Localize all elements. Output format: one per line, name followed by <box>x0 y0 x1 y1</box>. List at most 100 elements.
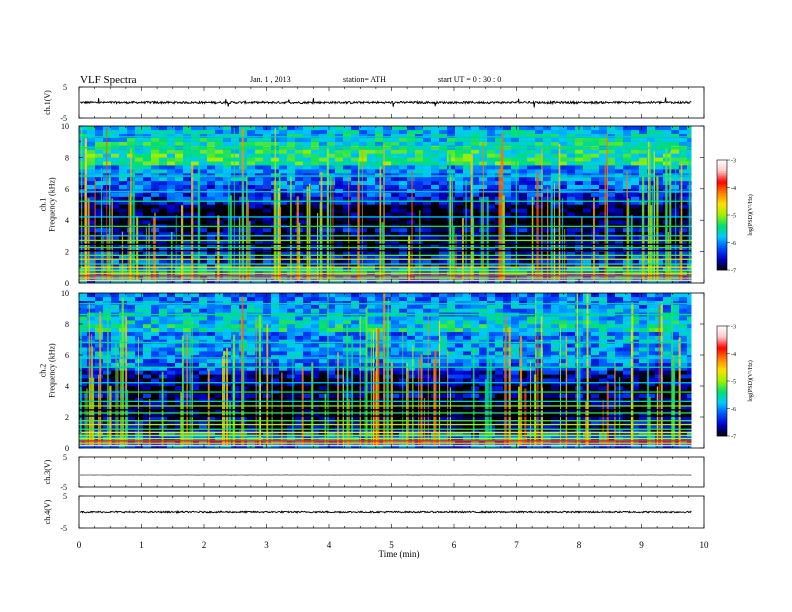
spectrogram-cell <box>575 267 583 272</box>
spectrogram-cell <box>255 228 263 233</box>
spectrogram-cell <box>599 267 607 272</box>
spectrogram-streak <box>274 128 277 280</box>
spectrogram-cell <box>247 263 255 268</box>
spectrogram-cell <box>687 141 692 146</box>
spectrogram-cell <box>135 251 143 256</box>
spectrogram-cell <box>351 243 359 248</box>
spectrogram-cell <box>455 161 463 166</box>
spectrogram-cell <box>319 343 327 348</box>
spectrogram-cell <box>327 440 335 445</box>
spectrogram-cell <box>343 188 351 193</box>
spectrogram-cell <box>247 324 255 329</box>
spectrogram-streak <box>84 138 87 280</box>
spectrogram-cell <box>655 129 663 134</box>
spectrogram-cell <box>487 212 495 217</box>
spectrogram-cell <box>511 267 519 272</box>
spectrogram-cell <box>207 420 215 425</box>
spectrogram-cell <box>79 358 87 363</box>
spectrogram-cell <box>607 228 615 233</box>
spectrogram-cell <box>191 243 199 248</box>
spectrogram-cell <box>335 220 343 225</box>
spectrogram-cell <box>567 275 575 280</box>
spectrogram-cell <box>519 133 527 138</box>
spectrogram-streak <box>651 186 653 280</box>
spectrogram-cell <box>175 259 183 264</box>
spectrogram-cell <box>439 129 447 134</box>
spectrogram-cell <box>455 173 463 178</box>
spectrogram-cell <box>391 220 399 225</box>
spectrogram-cell <box>487 129 495 134</box>
spectrogram-streak <box>298 222 301 280</box>
spectrogram-cell <box>391 177 399 182</box>
spectrogram-cell <box>511 247 519 252</box>
spectrogram-cell <box>255 263 263 268</box>
spectrogram-cell <box>647 169 655 174</box>
spectrogram-cell <box>415 247 423 252</box>
spectrogram-cell <box>143 208 151 213</box>
spectrogram-cell <box>223 200 231 205</box>
spectrogram-cell <box>375 293 383 298</box>
spectrogram-cell <box>583 239 591 244</box>
spectrogram-cell <box>135 300 143 305</box>
spectrogram-cell <box>407 267 415 272</box>
spectrogram-streak <box>107 233 109 280</box>
spectrogram-cell <box>383 192 391 197</box>
spectrogram-cell <box>367 300 375 305</box>
spectrogram-cell <box>503 137 511 142</box>
spectrogram-cell <box>263 204 271 209</box>
spectrogram-cell <box>655 165 663 170</box>
spectrogram-cell <box>287 382 295 387</box>
spectrogram-cell <box>327 351 335 356</box>
spectrogram-cell <box>455 157 463 162</box>
spectrogram-cell <box>567 263 575 268</box>
spectrogram-cell <box>143 300 151 305</box>
spectrogram-cell <box>199 378 207 383</box>
spectrogram-cell <box>583 126 591 131</box>
spectrogram-cell <box>311 351 319 356</box>
spectrogram-cell <box>671 204 679 209</box>
spectrogram-streak <box>383 144 385 280</box>
spectrogram-cell <box>199 216 207 221</box>
y-tick-label: 4 <box>65 216 69 225</box>
spectrogram-cell <box>207 263 215 268</box>
spectrogram-cell <box>135 327 143 332</box>
spectrogram-cell <box>303 126 311 131</box>
spectrogram-cell <box>295 331 303 336</box>
spectrogram-cell <box>407 247 415 252</box>
spectrogram-cell <box>399 239 407 244</box>
spectrogram-cell <box>199 386 207 391</box>
spectrogram-cell <box>231 184 239 189</box>
spectrogram-cell <box>415 216 423 221</box>
spectrogram-cell <box>191 355 199 360</box>
spectrogram-cell <box>471 126 479 131</box>
spectrogram-cell <box>423 263 431 268</box>
spectrogram-cell <box>503 173 511 178</box>
spectrogram-cell <box>639 133 647 138</box>
spectrogram-cell <box>231 141 239 146</box>
spectrogram-cell <box>199 220 207 225</box>
spectrogram-cell <box>415 212 423 217</box>
spectrogram-cell <box>351 177 359 182</box>
spectrogram-cell <box>383 296 391 301</box>
spectrogram-cell <box>135 335 143 340</box>
spectrogram-cell <box>79 370 87 375</box>
spectrogram-cell <box>175 235 183 240</box>
spectrogram-cell <box>303 161 311 166</box>
spectrogram-cell <box>247 204 255 209</box>
spectrogram-cell <box>463 177 471 182</box>
spectrogram-cell <box>135 129 143 134</box>
spectrogram-cell <box>351 126 359 131</box>
spectrogram-cell <box>375 300 383 305</box>
spectrogram-cell <box>215 126 223 131</box>
spectrogram-cell <box>423 232 431 237</box>
spectrogram-cell <box>439 169 447 174</box>
spectrogram-cell <box>359 161 367 166</box>
spectrogram-streak <box>550 177 553 280</box>
spectrogram-cell <box>655 275 663 280</box>
spectrogram-cell <box>151 428 159 433</box>
spectrogram-cell <box>399 208 407 213</box>
spectrogram-cell <box>103 327 111 332</box>
spectrogram-cell <box>503 165 511 170</box>
spectrogram-cell <box>335 316 343 321</box>
spectrogram-cell <box>311 413 319 418</box>
